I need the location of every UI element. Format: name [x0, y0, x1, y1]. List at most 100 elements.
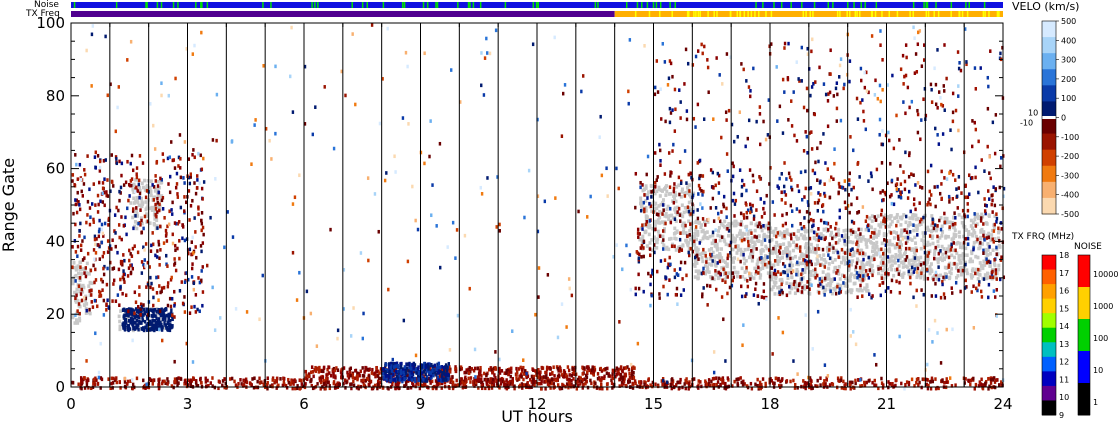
- velocity-cell: [200, 278, 203, 283]
- velocity-cell: [936, 234, 939, 239]
- velocity-cell: [798, 283, 801, 288]
- noise-strip-mark: [790, 2, 792, 8]
- velocity-cell: [461, 385, 465, 390]
- velocity-cell: [411, 378, 414, 382]
- ground-scatter-cell: [863, 238, 867, 242]
- velocity-cell: [454, 369, 458, 373]
- velocity-cell: [100, 377, 104, 382]
- velocity-cell: [129, 252, 132, 256]
- ground-scatter-cell: [687, 241, 691, 245]
- ground-scatter-cell: [830, 244, 834, 249]
- ground-scatter-cell: [951, 238, 955, 242]
- velocity-cell: [729, 251, 732, 255]
- velocity-cell: [553, 374, 556, 378]
- velocity-cell: [565, 382, 569, 386]
- ground-scatter-cell: [132, 190, 136, 195]
- ground-scatter-cell: [752, 240, 756, 245]
- velocity-cell: [522, 365, 525, 370]
- velocity-cell: [784, 201, 787, 205]
- velocity-cell: [130, 254, 134, 258]
- ground-scatter-cell: [882, 257, 886, 261]
- ground-scatter-cell: [921, 239, 925, 243]
- velocity-cell: [854, 381, 857, 386]
- ground-scatter-cell: [653, 246, 657, 250]
- velocity-cell: [194, 230, 197, 234]
- ground-scatter-cell: [808, 282, 812, 286]
- velocity-cell: [709, 284, 712, 288]
- ground-scatter-cell: [821, 234, 825, 238]
- ground-scatter-cell: [650, 238, 654, 242]
- velocity-cell: [831, 382, 835, 387]
- velocity-cell: [918, 380, 921, 385]
- velocity-cell: [362, 383, 366, 387]
- velocity-cell: [434, 370, 437, 375]
- velocity-cell: [708, 383, 712, 388]
- velocity-cell: [161, 311, 164, 315]
- ground-scatter-cell: [664, 193, 668, 197]
- velocity-cell: [664, 221, 667, 226]
- velocity-cell: [160, 313, 164, 318]
- ground-scatter-cell: [749, 272, 753, 276]
- velocity-cell: [823, 293, 826, 297]
- ground-scatter-cell: [696, 229, 700, 234]
- velocity-cell: [596, 376, 600, 381]
- ground-scatter-cell: [909, 222, 913, 227]
- velocity-cell: [151, 287, 155, 291]
- txfreq-strip-mark: [982, 11, 985, 17]
- ground-scatter-cell: [695, 261, 699, 265]
- velocity-cell: [539, 386, 543, 391]
- ground-scatter-cell: [747, 255, 751, 260]
- velocity-cell: [944, 250, 948, 255]
- velocity-cell: [195, 383, 198, 388]
- ground-scatter-cell: [706, 265, 710, 270]
- ground-scatter-cell: [801, 253, 805, 257]
- ground-scatter-cell: [681, 243, 685, 247]
- ground-scatter-cell: [695, 237, 699, 242]
- velocity-cell: [351, 375, 355, 380]
- velocity-cell: [423, 374, 426, 378]
- txfreq-strip-mark: [693, 11, 695, 17]
- noise-strip-mark: [145, 2, 147, 8]
- velocity-cell: [993, 258, 996, 262]
- velocity-cell: [409, 385, 413, 390]
- velocity-cell: [538, 381, 541, 386]
- ground-scatter-cell: [656, 229, 660, 234]
- ground-scatter-cell: [135, 214, 139, 218]
- velocity-cell: [201, 303, 204, 308]
- velocity-cell: [988, 384, 991, 389]
- velocity-cell: [995, 277, 998, 281]
- ground-scatter-cell: [941, 252, 945, 257]
- velocity-cell: [201, 265, 204, 269]
- ground-scatter-cell: [869, 265, 873, 269]
- ground-scatter-cell: [770, 275, 774, 279]
- velocity-cell: [519, 365, 522, 370]
- velocity-cell: [705, 260, 708, 264]
- ground-scatter-cell: [876, 214, 880, 218]
- velocity-cell: [421, 363, 425, 368]
- velocity-cell: [170, 308, 173, 313]
- velocity-cell: [426, 364, 430, 369]
- noise-strip-mark: [457, 2, 459, 8]
- ground-scatter-cell: [827, 262, 831, 266]
- velocity-cell: [754, 269, 758, 274]
- ground-scatter-cell: [744, 268, 748, 273]
- ground-scatter-cell: [781, 251, 785, 256]
- velocity-cell: [163, 215, 166, 220]
- ground-scatter-cell: [818, 253, 822, 258]
- velocity-cell: [937, 265, 940, 269]
- velocity-cell: [663, 383, 667, 387]
- ground-scatter-cell: [749, 239, 753, 243]
- ground-scatter-cell: [78, 304, 82, 309]
- ground-scatter-cell: [915, 256, 919, 260]
- velocity-cell: [420, 365, 423, 370]
- velocity-cell: [119, 277, 122, 282]
- velocity-cell: [745, 203, 748, 207]
- velocity-cell: [287, 377, 290, 382]
- velocity-cell: [991, 210, 994, 214]
- ground-scatter-cell: [759, 273, 763, 277]
- ground-scatter-cell: [902, 260, 906, 264]
- ground-scatter-cell: [785, 228, 789, 232]
- velocity-cell: [134, 214, 137, 218]
- velocity-cell: [930, 376, 934, 381]
- ground-scatter-cell: [776, 255, 780, 259]
